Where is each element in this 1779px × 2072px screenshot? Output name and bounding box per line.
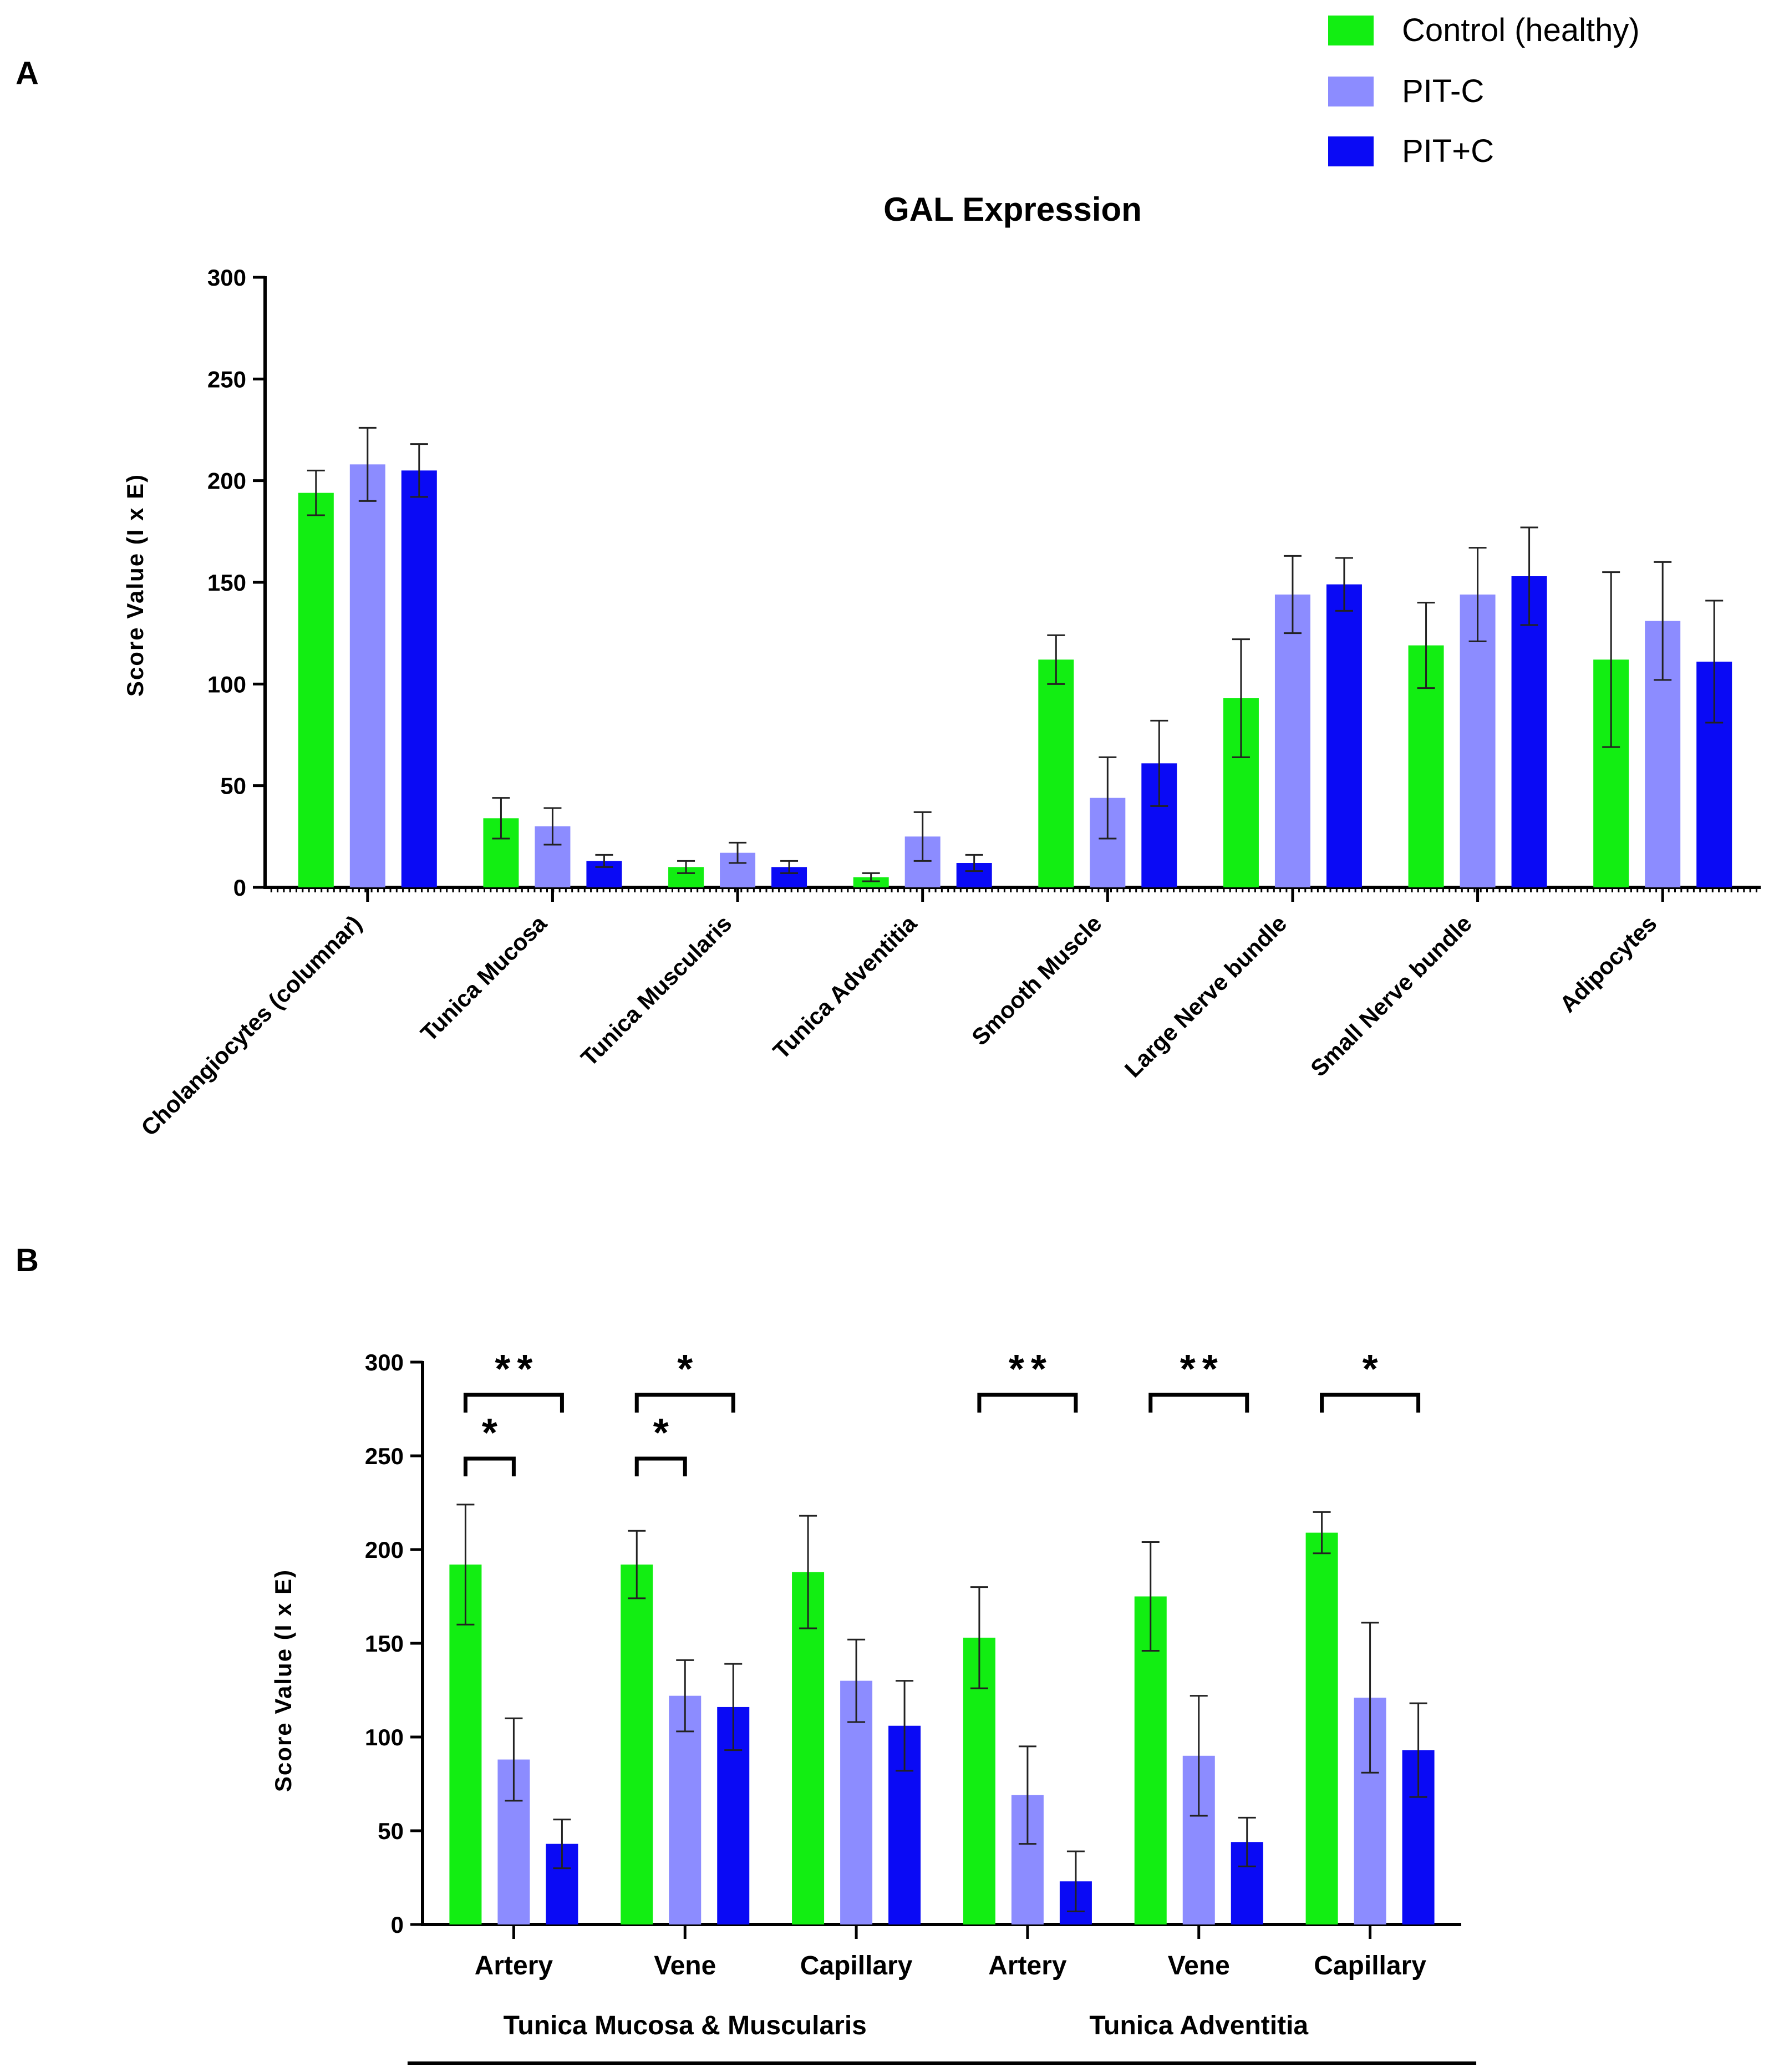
- legend-swatch-control: [1328, 16, 1374, 45]
- chart-a-y-axis-label: Score Value (I x E): [122, 474, 148, 697]
- chartA-y-tick-label: 300: [207, 265, 246, 291]
- chartB-significance-label: *: [677, 1347, 699, 1392]
- chartB-significance-label: *: [1363, 1347, 1385, 1392]
- chartB-bar: [669, 1695, 702, 1924]
- chartA-bar: [1274, 595, 1310, 887]
- chartA-y-tick-label: 0: [233, 875, 246, 901]
- chartA-bar: [1326, 584, 1362, 887]
- chartB-y-tick-label: 150: [365, 1631, 404, 1657]
- chartB-significance-label: **: [1009, 1347, 1053, 1392]
- chartB-significance-label: **: [495, 1347, 539, 1392]
- chartB-significance-bracket: [463, 1393, 564, 1413]
- chartA-bar: [1511, 576, 1547, 887]
- chartA-y-tick-label: 50: [220, 773, 246, 799]
- chartB-significance-bracket: [634, 1456, 687, 1476]
- chartB-x-category-label: Artery: [475, 1951, 553, 1980]
- chartA-y-tick-label: 100: [207, 671, 246, 697]
- chartB-significance-label: *: [482, 1411, 504, 1455]
- chartA-bar: [1460, 595, 1496, 887]
- chartB-x-category-label: Vene: [654, 1951, 716, 1980]
- chartA-bar: [298, 492, 334, 887]
- chartB-group-label: Tunica Mucosa & Muscularis: [504, 2011, 867, 2040]
- chartB-y-tick-label: 100: [365, 1724, 404, 1750]
- chartB-significance-bracket: [1148, 1393, 1249, 1413]
- chartB-significance-label: **: [1180, 1347, 1224, 1392]
- chartA-bar: [1038, 659, 1074, 887]
- chartA-y-tick-label: 150: [207, 570, 246, 596]
- chartB-significance-bracket: [977, 1393, 1078, 1413]
- chartA-y-tick-label: 250: [207, 366, 246, 392]
- legend-label-pit-plus-c: PIT+C: [1402, 133, 1494, 169]
- chartB-y-tick-label: 50: [378, 1818, 404, 1844]
- chartB-y-tick-label: 200: [365, 1537, 404, 1563]
- chart-b: Score Value (I x E) 0 50 100 150 200 250 300 Ar…: [270, 1347, 1477, 2065]
- chartB-significance-bracket: [1320, 1393, 1421, 1413]
- chartB-x-category-label: Capillary: [1314, 1951, 1426, 1980]
- chartB-group-label: Tunica Adventitia: [1089, 2011, 1308, 2040]
- chartB-y-tick-label: 250: [365, 1443, 404, 1469]
- chartB-x-category-label: Artery: [988, 1951, 1067, 1980]
- chart-b-y-axis-label: Score Value (I x E): [270, 1569, 296, 1792]
- chartB-x-category-label: Capillary: [800, 1951, 913, 1980]
- chartB-significance-bracket: [463, 1456, 516, 1476]
- chartB-y-tick-label: 300: [365, 1349, 404, 1375]
- legend-label-control: Control (healthy): [1402, 12, 1640, 48]
- legend-label-pit-minus-c: PIT-C: [1402, 73, 1484, 109]
- chartB-significance-bracket: [634, 1393, 735, 1413]
- legend-swatch-pit-minus-c: [1328, 77, 1374, 106]
- legend: Control (healthy) PIT-C PIT+C: [1328, 12, 1640, 169]
- chartB-bar: [792, 1572, 825, 1924]
- chartA-bar: [349, 464, 385, 887]
- panel-b-letter: B: [16, 1242, 39, 1278]
- chart-a-title: GAL Expression: [883, 191, 1142, 228]
- chartA-y-tick-label: 200: [207, 468, 246, 494]
- chartA-bar: [401, 470, 437, 887]
- panel-a-letter: A: [16, 55, 39, 92]
- legend-swatch-pit-plus-c: [1328, 136, 1374, 166]
- chartB-x-category-label: Vene: [1168, 1951, 1230, 1980]
- chartA-bar: [853, 877, 889, 887]
- chartB-significance-label: *: [653, 1411, 675, 1455]
- chartB-y-tick-label: 0: [391, 1912, 404, 1938]
- chartB-bar: [621, 1565, 653, 1924]
- chartB-bar: [1305, 1532, 1338, 1924]
